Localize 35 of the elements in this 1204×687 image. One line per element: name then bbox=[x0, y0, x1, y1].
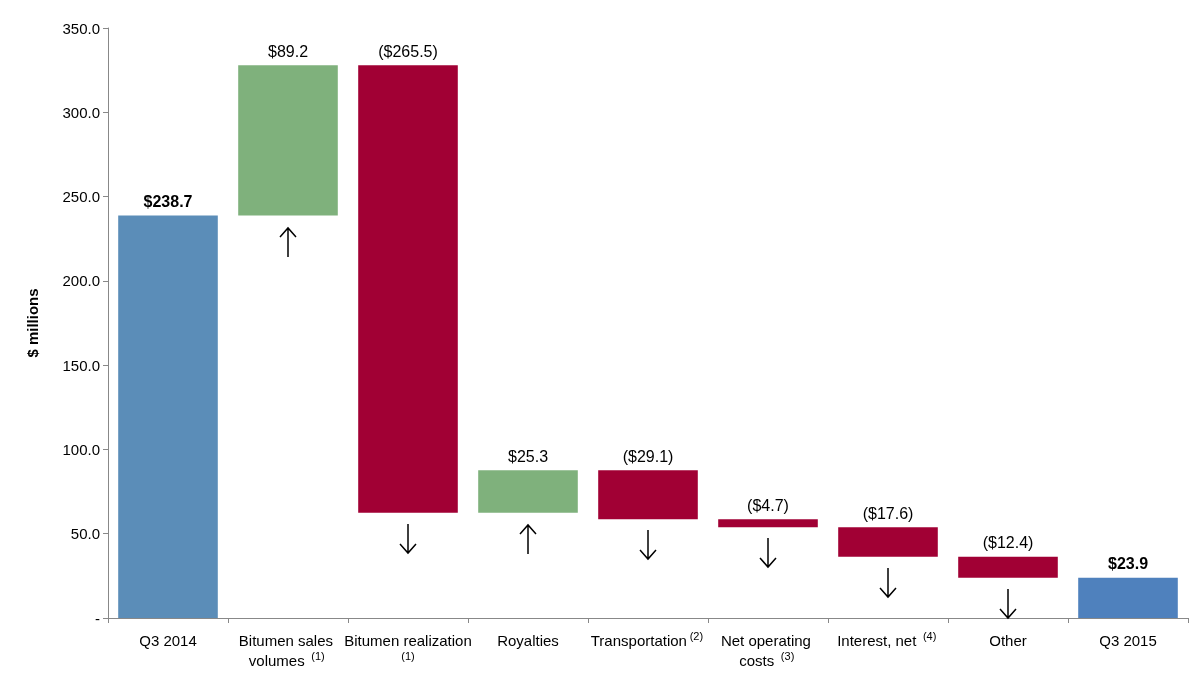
y-tick-label: 300.0 bbox=[62, 103, 100, 121]
bar bbox=[118, 215, 218, 618]
x-tick-label: Royalties bbox=[497, 631, 559, 649]
y-tick-label: - bbox=[95, 609, 100, 627]
x-tick-label: Net operating costs (3) bbox=[720, 631, 816, 669]
data-label: ($4.7) bbox=[747, 496, 789, 514]
bar bbox=[958, 556, 1058, 578]
data-label: ($12.4) bbox=[982, 534, 1034, 552]
data-label: ($265.5) bbox=[378, 42, 438, 60]
y-tick-label: 150.0 bbox=[62, 356, 100, 374]
x-tick-label: Bitumen sales volumes (1) bbox=[238, 631, 338, 669]
y-tick-label: 350.0 bbox=[62, 19, 100, 37]
x-tick-label: Q3 2014 bbox=[139, 631, 197, 649]
data-label: ($17.6) bbox=[862, 504, 914, 522]
x-tick-label: Q3 2015 bbox=[1099, 631, 1157, 649]
x-tick-label: Interest, net (4) bbox=[837, 629, 937, 649]
bar bbox=[238, 65, 338, 216]
data-label: $238.7 bbox=[143, 193, 193, 211]
x-tick-label: Bitumen realization(1) bbox=[344, 631, 472, 662]
bar bbox=[358, 65, 458, 513]
x-tick-label: Other bbox=[989, 631, 1027, 649]
bar bbox=[478, 470, 578, 513]
y-tick-label: 50.0 bbox=[70, 525, 100, 543]
bar bbox=[718, 519, 818, 528]
bar bbox=[598, 470, 698, 520]
y-tick-label: 200.0 bbox=[62, 272, 100, 290]
data-label: $25.3 bbox=[507, 447, 549, 465]
data-label: $89.2 bbox=[267, 42, 309, 60]
y-tick-label: 100.0 bbox=[62, 440, 100, 458]
data-label: ($29.1) bbox=[622, 447, 674, 465]
y-tick-label: 250.0 bbox=[62, 188, 100, 206]
bar bbox=[1078, 577, 1178, 618]
data-label: $23.9 bbox=[1107, 555, 1149, 573]
y-axis-title: $ millions bbox=[24, 288, 41, 358]
bar bbox=[838, 527, 938, 557]
